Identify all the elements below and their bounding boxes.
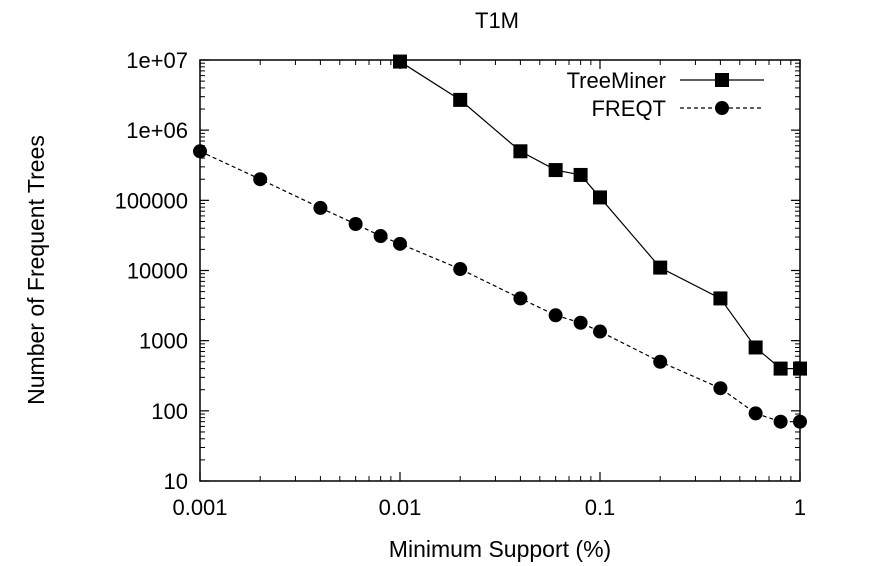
y-tick-label: 10000 (127, 259, 188, 284)
y-tick-label: 1000 (139, 329, 188, 354)
treeminer-point (713, 291, 728, 306)
y-axis-label: Number of Frequent Trees (23, 135, 49, 405)
freqt-point (713, 381, 728, 396)
freqt-point (748, 406, 763, 421)
legend-marker-freqt (715, 101, 729, 115)
treeminer-point (393, 54, 407, 69)
tick-marks (199, 59, 801, 482)
chart-title: T1M (475, 8, 519, 33)
treeminer-point (593, 190, 607, 205)
treeminer-point (748, 340, 763, 355)
freqt-line (199, 150, 800, 423)
x-tick-label: 1 (794, 495, 806, 520)
series-freqt (193, 144, 807, 429)
x-tick-label: 0.001 (172, 495, 227, 520)
treeminer-point (513, 144, 528, 159)
freqt-point (573, 315, 588, 330)
legend: TreeMiner FREQT (567, 68, 764, 121)
plot-frame (199, 59, 801, 482)
freqt-point (593, 324, 607, 339)
treeminer-point (573, 167, 588, 182)
freqt-point (453, 262, 468, 277)
treeminer-point (653, 260, 668, 275)
freqt-point (773, 414, 788, 429)
legend-marker-treeminer (715, 73, 729, 87)
legend-label-freqt: FREQT (591, 96, 666, 121)
treeminer-point (773, 361, 788, 376)
treeminer-point (453, 92, 468, 107)
y-tick-label: 10 (164, 469, 188, 494)
freqt-point (313, 200, 328, 215)
treeminer-point (548, 163, 563, 178)
x-tick-label: 0.01 (379, 495, 422, 520)
freqt-point (193, 144, 207, 159)
freqt-point (513, 291, 528, 306)
freqt-point (373, 229, 388, 244)
x-axis-label: Minimum Support (%) (389, 536, 611, 562)
y-tick-label: 1e+07 (126, 48, 188, 73)
x-tick-label: 0.1 (585, 495, 616, 520)
freqt-point (548, 308, 563, 323)
series-layer (193, 54, 807, 429)
freqt-point (793, 414, 807, 429)
y-tick-label: 1e+06 (126, 118, 188, 143)
treeminer-point (793, 361, 807, 376)
freqt-point (348, 216, 363, 231)
freqt-point (253, 172, 268, 187)
legend-label-treeminer: TreeMiner (567, 68, 666, 93)
y-tick-label: 100 (151, 399, 188, 424)
series-treeminer (393, 54, 807, 376)
freqt-point (393, 236, 407, 251)
freqt-point (653, 354, 668, 369)
tick-labels: 10 100 1000 10000 100000 1e+06 1e+07 0.001 0.01 0… (115, 48, 807, 520)
y-tick-label: 100000 (115, 188, 188, 213)
